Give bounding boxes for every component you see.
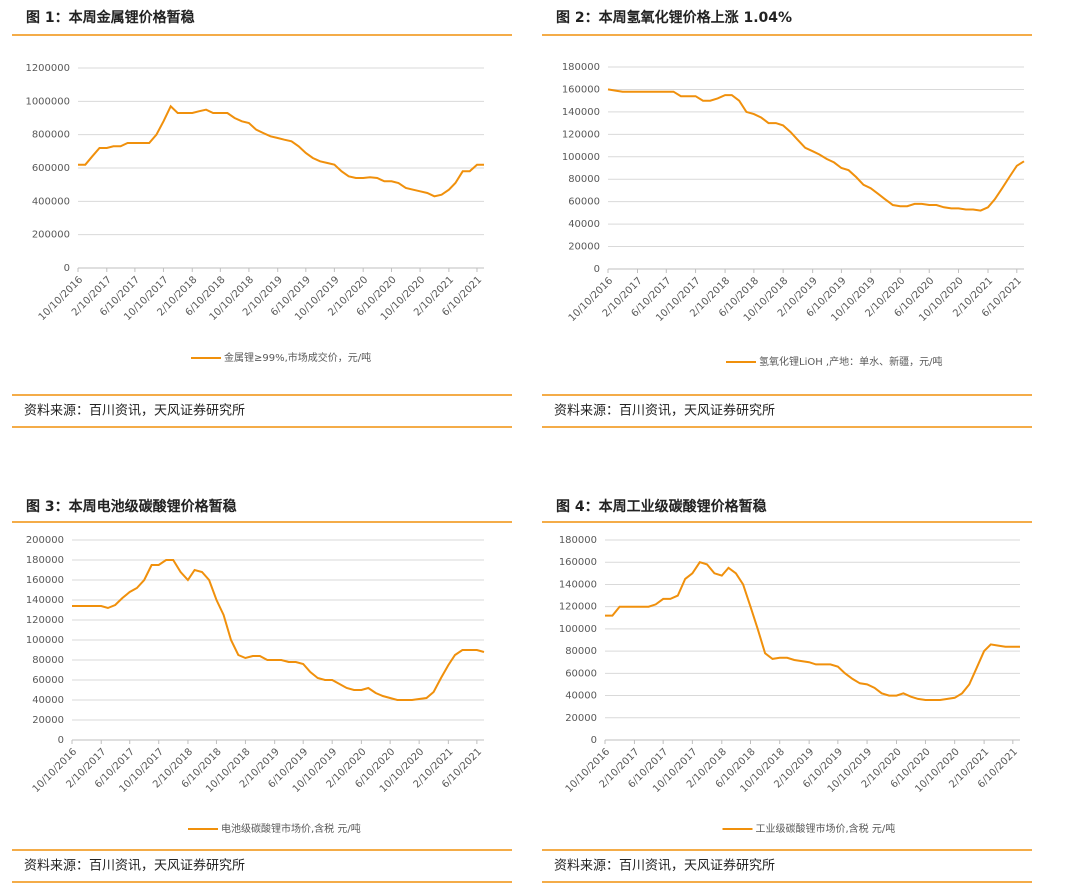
y-tick-label: 600000 (32, 163, 70, 174)
y-tick-label: 180000 (562, 62, 600, 73)
y-tick-label: 0 (591, 735, 597, 746)
y-tick-label: 120000 (559, 602, 597, 613)
y-tick-label: 140000 (562, 107, 600, 118)
y-tick-label: 180000 (559, 535, 597, 546)
y-tick-label: 100000 (559, 624, 597, 635)
data-line (78, 104, 484, 198)
y-tick-label: 60000 (565, 668, 597, 679)
data-line (605, 561, 1020, 701)
y-tick-label: 20000 (565, 713, 597, 724)
y-tick-label: 20000 (32, 715, 64, 726)
y-tick-label: 80000 (32, 655, 64, 666)
y-tick-label: 400000 (32, 196, 70, 207)
y-tick-label: 100000 (562, 152, 600, 163)
chart-title: 图 4：本周工业级碳酸锂价格暂稳 (556, 498, 767, 515)
y-tick-label: 80000 (565, 646, 597, 657)
y-tick-label: 120000 (562, 129, 600, 140)
y-tick-label: 180000 (26, 555, 64, 566)
y-tick-label: 120000 (26, 615, 64, 626)
y-tick-label: 1000000 (25, 96, 70, 107)
y-tick-label: 160000 (26, 575, 64, 586)
source: 资料来源：百川资讯，天风证券研究所 (24, 403, 245, 419)
chart-title: 图 2：本周氢氧化锂价格上涨 1.04% (556, 9, 792, 26)
source: 资料来源：百川资讯，天风证券研究所 (24, 858, 245, 874)
legend-label: 工业级碳酸锂市场价,含税 元/吨 (756, 822, 896, 835)
y-tick-label: 160000 (562, 84, 600, 95)
y-tick-label: 60000 (568, 197, 600, 208)
y-tick-label: 800000 (32, 130, 70, 141)
y-tick-label: 1200000 (25, 63, 70, 74)
y-tick-label: 140000 (26, 595, 64, 606)
y-tick-label: 0 (58, 735, 64, 746)
y-tick-label: 0 (594, 264, 600, 275)
y-tick-label: 100000 (26, 635, 64, 646)
y-tick-label: 40000 (568, 219, 600, 230)
source: 资料来源：百川资讯，天风证券研究所 (554, 403, 775, 419)
y-tick-label: 140000 (559, 579, 597, 590)
y-tick-label: 0 (64, 263, 70, 274)
data-line (72, 559, 485, 701)
legend-label: 金属锂≥99%,市场成交价，元/吨 (224, 351, 371, 364)
chart-title: 图 1：本周金属锂价格暂稳 (26, 9, 195, 26)
legend-label: 电池级碳酸锂市场价,含税 元/吨 (221, 822, 361, 835)
data-line (607, 88, 1025, 212)
y-tick-label: 60000 (32, 675, 64, 686)
chart-title: 图 3：本周电池级碳酸锂价格暂稳 (26, 498, 237, 515)
y-tick-label: 40000 (565, 691, 597, 702)
source: 资料来源：百川资讯，天风证券研究所 (554, 858, 775, 874)
y-tick-label: 40000 (32, 695, 64, 706)
y-tick-label: 200000 (26, 535, 64, 546)
y-tick-label: 160000 (559, 557, 597, 568)
legend-label: 氢氧化锂LiOH ,产地：单水、新疆，元/吨 (759, 355, 942, 368)
y-tick-label: 80000 (568, 174, 600, 185)
y-tick-label: 20000 (568, 242, 600, 253)
y-tick-label: 200000 (32, 230, 70, 241)
